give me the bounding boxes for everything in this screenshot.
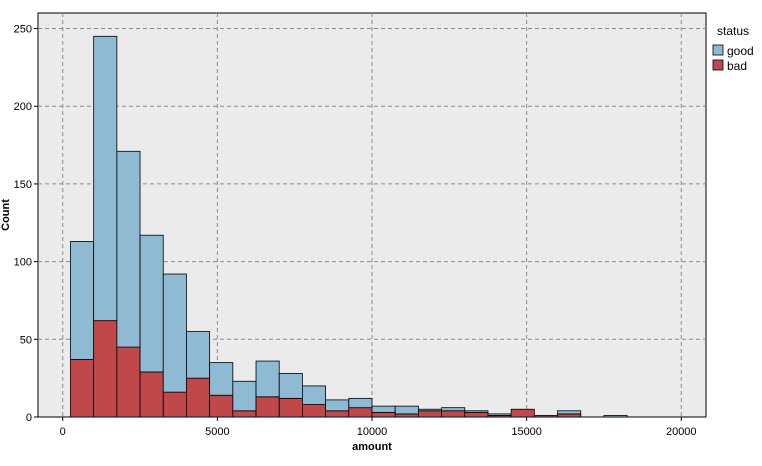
y-axis: 0 50 100 150 200 250 [14, 24, 38, 424]
y-tick-label: 100 [14, 257, 32, 269]
y-axis-title: Count [0, 199, 12, 231]
bar-good [278, 373, 303, 399]
x-tick-label: 20000 [666, 426, 697, 438]
legend-swatch-good [712, 44, 724, 56]
bar-good [139, 234, 164, 373]
bar-bad [70, 359, 95, 418]
bar-bad [533, 415, 558, 418]
bar-bad [302, 404, 327, 418]
bar-good [302, 385, 327, 405]
y-tick-label: 250 [14, 24, 32, 36]
bar-good [93, 35, 118, 322]
bar-good [255, 360, 280, 398]
bar-bad [116, 346, 141, 418]
legend-title: status [717, 24, 749, 38]
bar-bad [394, 413, 419, 418]
bar-good [70, 241, 95, 360]
bar-good [441, 407, 466, 412]
y-tick-label: 50 [20, 334, 32, 346]
bar-bad [325, 410, 350, 418]
bar-good [162, 273, 187, 393]
y-tick-label: 0 [26, 412, 32, 424]
bar-bad [371, 411, 396, 418]
bar-bad [186, 377, 211, 418]
grid [38, 13, 706, 417]
bar-good [371, 405, 396, 413]
bar-bad [441, 410, 466, 418]
x-tick-label: 0 [60, 426, 66, 438]
bar-good [325, 399, 350, 412]
y-tick-label: 200 [14, 101, 32, 113]
x-tick-label: 15000 [511, 426, 542, 438]
y-tick-label: 150 [14, 179, 32, 191]
x-tick-label: 10000 [357, 426, 388, 438]
bar-bad [255, 396, 280, 418]
bar-bad [209, 394, 234, 418]
x-tick-label: 5000 [205, 426, 229, 438]
bar-bad [278, 397, 303, 418]
bar-good [209, 362, 234, 396]
bar-bad [464, 411, 489, 418]
bar-good [603, 415, 628, 418]
bar-good [394, 405, 419, 415]
bar-good [417, 408, 442, 412]
legend-swatch-bad [712, 59, 724, 71]
bar-good [116, 150, 141, 348]
bar-bad [93, 320, 118, 418]
bar-bad [232, 410, 257, 418]
bar-bad [557, 413, 582, 418]
bar-good [186, 331, 211, 379]
bar-good [464, 410, 489, 413]
bar-bad [348, 407, 373, 418]
bar-bad [162, 391, 187, 418]
bar-bad [417, 410, 442, 418]
bar-bad [510, 408, 535, 418]
bars [70, 35, 628, 418]
legend-label-good: good [727, 44, 754, 58]
bar-bad [139, 371, 164, 418]
bar-good [487, 413, 512, 416]
bar-good [232, 380, 257, 412]
bar-good [348, 397, 373, 409]
legend-label-bad: bad [727, 59, 747, 73]
bar-good [557, 410, 582, 415]
x-axis-title: amount [352, 441, 392, 453]
x-axis: 0 5000 10000 15000 20000 [60, 417, 697, 438]
